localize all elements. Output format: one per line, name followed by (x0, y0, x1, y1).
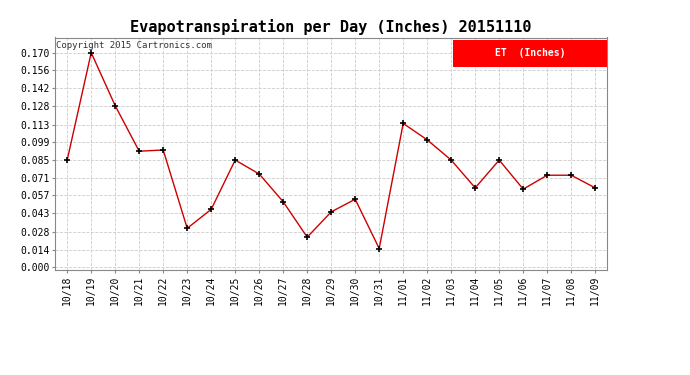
Bar (453, 40, 607, 67)
Text: Copyright 2015 Cartronics.com: Copyright 2015 Cartronics.com (57, 41, 213, 50)
Title: Evapotranspiration per Day (Inches) 20151110: Evapotranspiration per Day (Inches) 2015… (130, 19, 532, 35)
Text: ET  (Inches): ET (Inches) (495, 48, 565, 58)
